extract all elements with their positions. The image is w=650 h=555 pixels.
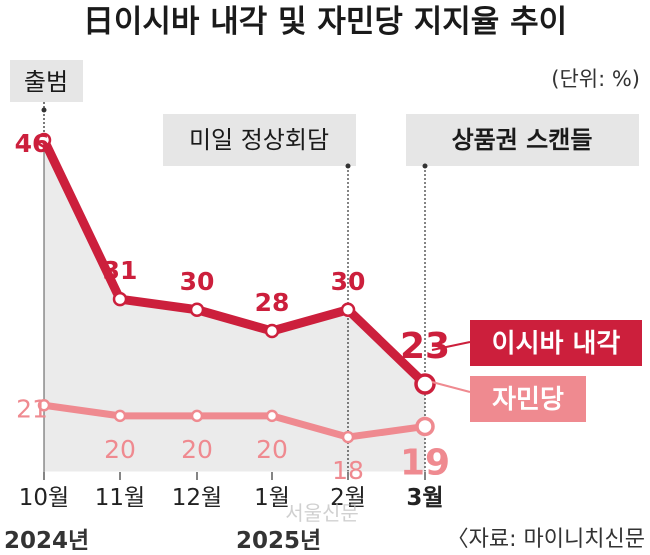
data-label: 20 xyxy=(104,435,136,464)
event-launch: 출범 xyxy=(10,60,83,140)
data-label: 21 xyxy=(16,394,48,423)
data-label: 28 xyxy=(255,288,290,317)
legend-ldp-label: 자민당 xyxy=(492,385,564,415)
data-label: 18 xyxy=(332,456,364,485)
series-point-0 xyxy=(414,373,436,395)
event-launch-label: 출범 xyxy=(24,68,68,96)
chart-title: 日이시바 내각 및 자민당 지지율 추이 xyxy=(83,4,567,40)
series-point-1 xyxy=(415,416,435,437)
series-point-1 xyxy=(341,430,355,444)
data-label: 20 xyxy=(181,435,213,464)
legend-cabinet-label: 이시바 내각 xyxy=(492,329,621,359)
x-tick-labels: 10월 11월 12월 1월 2월 3월 xyxy=(19,472,444,511)
series-line-0 xyxy=(39,138,429,388)
source-label: 〈자료: 마이니치신문 xyxy=(447,527,645,552)
series-line-1 xyxy=(43,401,426,441)
event-summit-label: 미일 정상회담 xyxy=(189,126,329,154)
x-tick-label: 11월 xyxy=(95,485,145,511)
data-label: 31 xyxy=(103,256,138,285)
x-tick-label: 10월 xyxy=(19,485,69,511)
x-tick-label: 3월 xyxy=(406,485,443,511)
series-point-1 xyxy=(190,409,204,423)
series-point-0 xyxy=(264,323,280,339)
x-tick-label: 1월 xyxy=(254,485,290,511)
cabinet-area-fill xyxy=(44,140,425,472)
event-summit: 미일 정상회담 xyxy=(163,114,356,472)
data-label: 23 xyxy=(400,326,450,367)
series-point-0 xyxy=(189,302,205,318)
legend-cabinet: 이시바 내각 xyxy=(431,320,642,366)
series-point-1 xyxy=(37,399,51,412)
year-label-2024: 2024년 xyxy=(4,528,89,554)
series-point-0 xyxy=(340,302,356,318)
x-tick-label: 2월 xyxy=(330,485,366,511)
series-point-0 xyxy=(36,132,52,148)
data-label: 46 xyxy=(15,129,50,158)
event-scandal: 상품권 스캔들 xyxy=(406,114,639,472)
legend-ldp: 자민당 xyxy=(431,376,586,422)
event-scandal-label: 상품권 스캔들 xyxy=(452,126,593,154)
year-label-2025: 2025년 xyxy=(236,528,321,554)
data-label: 30 xyxy=(331,267,366,296)
data-label: 20 xyxy=(256,435,288,464)
series-point-1 xyxy=(265,409,279,423)
series-point-0 xyxy=(112,291,128,307)
x-tick-label: 12월 xyxy=(172,485,222,511)
unit-label: (단위: %) xyxy=(551,67,640,91)
data-label: 30 xyxy=(180,267,215,296)
series-point-1 xyxy=(113,409,127,423)
watermark: 서울신문 xyxy=(285,501,359,525)
